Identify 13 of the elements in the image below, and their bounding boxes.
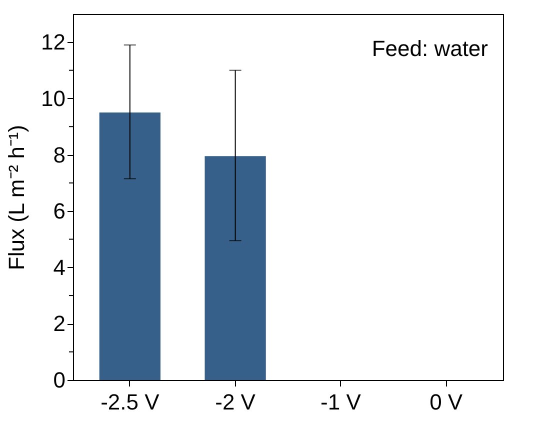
x-tick-label: -1 V [320, 390, 362, 414]
y-tick-label: 2 [53, 311, 66, 336]
annotation: Feed: water [372, 36, 488, 61]
y-axis-title: Flux (L m⁻² h⁻¹) [4, 124, 30, 270]
y-tick-label: 12 [41, 30, 66, 55]
y-tick-label: 8 [53, 142, 66, 168]
y-tick-label: 0 [53, 368, 66, 392]
x-tick-label: -2.5 V [100, 390, 160, 414]
x-tick-label: 0 V [430, 390, 463, 414]
y-tick-label: 10 [41, 86, 66, 111]
y-tick-label: 4 [53, 254, 66, 280]
x-tick-label: -2 V [215, 390, 256, 414]
y-tick-label: 6 [53, 198, 66, 224]
